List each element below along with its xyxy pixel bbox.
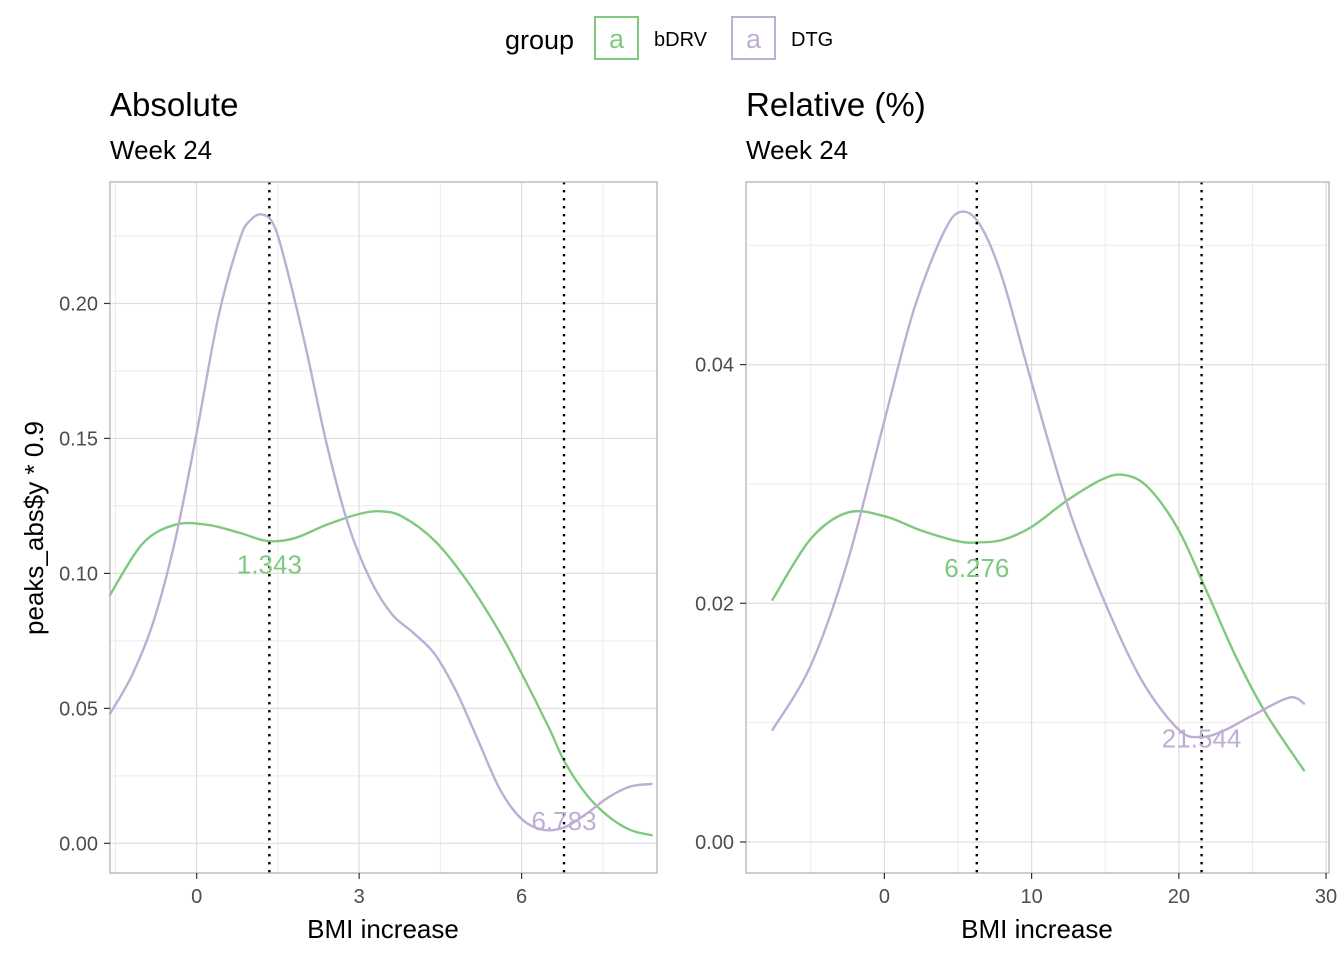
peak-label: 6.783 [531, 806, 596, 836]
plot-area-relative: 6.276 21.544 0 10 20 30 0.00 0.02 0.04 [695, 181, 1337, 908]
y-tick-label: 0.00 [695, 832, 734, 854]
legend-title: group [505, 25, 574, 55]
x-tick-label: 3 [354, 886, 365, 908]
legend: group a bDRV a DTG [505, 16, 833, 60]
peak-label: 1.343 [237, 549, 302, 579]
series-line-dtg [771, 210, 1306, 739]
series-line-dtg [108, 213, 653, 832]
x-tick-label: 0 [879, 886, 890, 908]
panel-title: Absolute [110, 86, 238, 123]
panel-subtitle: Week 24 [746, 135, 848, 165]
legend-key-glyph-dtg: a [746, 24, 762, 54]
x-tick-label: 6 [516, 886, 527, 908]
panel-relative: Relative (%) Week 24 BMI increase 6.276 2… [695, 86, 1337, 944]
series-line-bdrv [108, 509, 653, 837]
y-tick-label: 0.00 [59, 833, 98, 855]
panel-border [745, 181, 1330, 874]
x-tick-label: 20 [1168, 886, 1190, 908]
legend-item-dtg: a DTG [731, 16, 833, 60]
legend-key-glyph-bdrv: a [609, 24, 625, 54]
legend-label-bdrv: bDRV [654, 29, 708, 51]
peak-label: 21.544 [1162, 724, 1242, 754]
y-tick-label: 0.02 [695, 593, 734, 615]
x-axis-label: BMI increase [961, 914, 1113, 944]
panel-absolute: Absolute Week 24 BMI increase 1.343 6.783… [59, 86, 658, 944]
y-tick-label: 0.04 [695, 355, 734, 377]
legend-label-dtg: DTG [791, 29, 833, 51]
x-tick-label: 0 [191, 886, 202, 908]
plot-background [746, 182, 1329, 873]
plot-background [110, 182, 657, 873]
y-tick-label: 0.10 [59, 563, 98, 585]
legend-item-bdrv: a bDRV [594, 16, 708, 60]
y-tick-label: 0.15 [59, 428, 98, 450]
panel-title: Relative (%) [746, 86, 926, 123]
panel-border [109, 181, 658, 874]
series-line-bdrv [771, 473, 1306, 772]
legend-key-bdrv [594, 16, 639, 60]
y-axis-label: peaks_abs$y * 0.9 [19, 421, 49, 635]
y-tick-label: 0.20 [59, 293, 98, 315]
x-tick-label: 10 [1020, 886, 1042, 908]
x-tick-label: 30 [1315, 886, 1337, 908]
y-tick-label: 0.05 [59, 698, 98, 720]
peak-label: 6.276 [944, 553, 1009, 583]
plot-area-absolute: 1.343 6.783 0 3 6 0.00 0.05 0.10 0.15 0.20 [59, 181, 658, 908]
legend-key-dtg [731, 16, 776, 60]
x-axis-label: BMI increase [307, 914, 459, 944]
panel-subtitle: Week 24 [110, 135, 212, 165]
